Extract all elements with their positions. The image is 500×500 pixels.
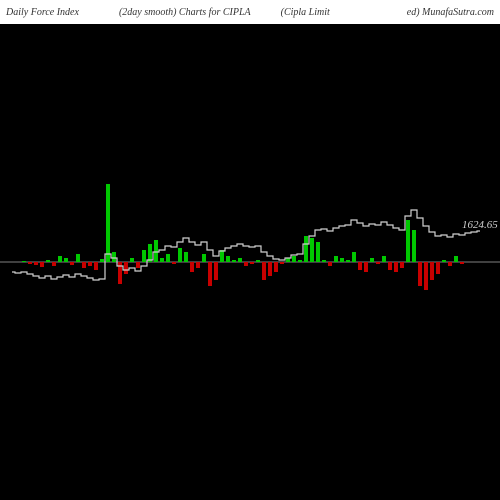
header-title-mid: (2day smooth) Charts for CIPLA: [119, 7, 251, 18]
chart-svg: [0, 24, 500, 500]
chart-header: Daily Force Index (2day smooth) Charts f…: [0, 0, 500, 24]
price-label: 1624.65: [462, 219, 498, 231]
header-title-right: ed) MunafaSutra.com: [407, 7, 494, 18]
force-index-chart: 1624.65: [0, 24, 500, 500]
header-title-company: (Cipla Limit: [281, 7, 330, 18]
header-title-left: Daily Force Index: [6, 7, 79, 18]
